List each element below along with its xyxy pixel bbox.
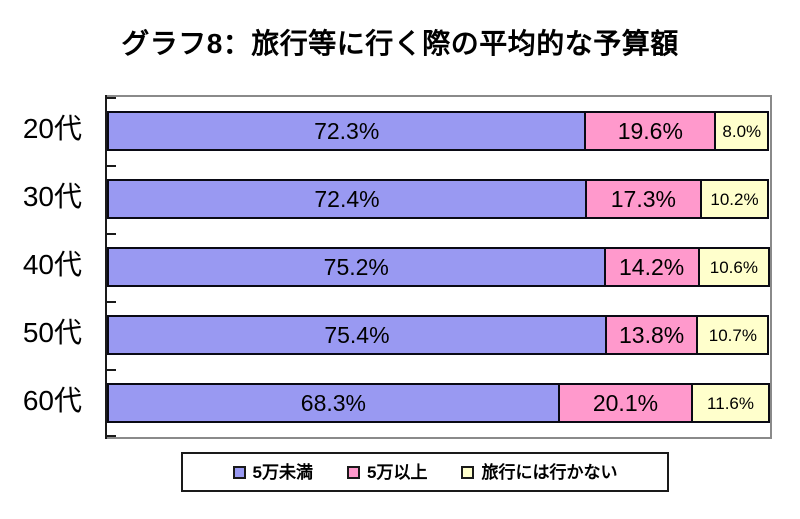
legend: 5万未満 5万以上 旅行には行かない xyxy=(181,452,669,492)
category-label-50代: 50代 xyxy=(22,317,82,348)
bar-value-label: 10.6% xyxy=(709,257,758,277)
legend-item-旅行には行かない: 旅行には行かない xyxy=(461,464,617,481)
bar-value-label: 68.3% xyxy=(300,389,367,416)
bar-value-label: 72.3% xyxy=(314,117,380,144)
bar-value-label: 19.6% xyxy=(617,117,683,144)
bar-segment-5万以上: 20.1% xyxy=(559,383,694,423)
bar-value-label: 72.4% xyxy=(314,185,380,212)
legend-item-5万以上: 5万以上 xyxy=(347,464,427,481)
bar-value-label: 8.0% xyxy=(722,121,762,141)
bar-segment-5万以上: 14.2% xyxy=(605,247,700,287)
bar-value-label: 13.8% xyxy=(619,321,685,348)
category-axis-line xyxy=(105,95,107,439)
axis-tick xyxy=(107,165,116,167)
bar-segment-旅行には行かない: 10.6% xyxy=(699,247,770,287)
bar-value-label: 75.4% xyxy=(324,321,390,348)
bar-value-label: 14.2% xyxy=(619,253,685,280)
category-label-40代: 40代 xyxy=(22,249,82,280)
legend-label: 旅行には行かない xyxy=(481,462,618,482)
bar-value-label: 10.7% xyxy=(708,325,757,345)
axis-tick xyxy=(107,369,116,371)
legend-label: 5万未満 xyxy=(252,462,313,482)
legend-swatch-icon xyxy=(347,465,360,479)
legend-item-5万未満: 5万未満 xyxy=(232,462,313,482)
bar-segment-旅行には行かない: 10.2% xyxy=(701,179,770,219)
category-axis-labels: 20代 30代 40代 50代 60代 xyxy=(0,95,92,439)
bar-segment-5万未満: 75.4% xyxy=(107,315,607,355)
bar-segment-5万以上: 19.6% xyxy=(586,111,717,151)
bar-segment-5万未満: 72.3% xyxy=(107,111,587,151)
axis-tick xyxy=(107,435,116,437)
bar-segment-旅行には行かない: 8.0% xyxy=(716,111,770,151)
bar-row-60代: 68.3% 20.1% 11.6% xyxy=(107,383,770,423)
bar-row-20代: 72.3% 19.6% 8.0% xyxy=(107,111,770,151)
bar-row-40代: 75.2% 14.2% 10.6% xyxy=(107,247,770,287)
bar-value-label: 75.2% xyxy=(323,253,389,280)
chart-title: グラフ8：旅行等に行く際の平均的な予算額 xyxy=(121,28,679,59)
legend-label: 5万以上 xyxy=(367,462,428,482)
bar-segment-旅行には行かない: 11.6% xyxy=(693,383,770,423)
legend-swatch-icon xyxy=(232,465,246,479)
bar-segment-5万未満: 75.2% xyxy=(107,247,606,287)
bar-segment-5万未満: 68.3% xyxy=(107,383,560,423)
category-label-20代: 20代 xyxy=(22,113,82,144)
bar-segment-旅行には行かない: 10.7% xyxy=(698,315,770,355)
bar-value-label: 10.2% xyxy=(710,189,759,209)
category-label-60代: 60代 xyxy=(22,385,82,416)
axis-tick xyxy=(107,97,116,99)
bar-segment-5万以上: 17.3% xyxy=(587,179,702,219)
legend-swatch-icon xyxy=(461,465,475,479)
axis-tick xyxy=(107,301,116,303)
axis-tick xyxy=(107,233,116,235)
bar-value-label: 11.6% xyxy=(707,393,754,413)
category-label-30代: 30代 xyxy=(22,181,82,212)
plot-rows: 72.3% 19.6% 8.0% 72.4% 17.3% 10.2% 75.2% 14.2% 1… xyxy=(107,97,770,437)
bar-segment-5万以上: 13.8% xyxy=(606,315,699,355)
bar-value-label: 17.3% xyxy=(610,185,676,212)
bar-row-50代: 75.4% 13.8% 10.7% xyxy=(107,315,770,355)
bar-value-label: 20.1% xyxy=(592,389,659,416)
bar-segment-5万未満: 72.4% xyxy=(107,179,587,219)
plot-area: 72.3% 19.6% 8.0% 72.4% 17.3% 10.2% 75.2% 14.2% 1… xyxy=(105,95,772,439)
bar-row-30代: 72.4% 17.3% 10.2% xyxy=(107,179,770,219)
